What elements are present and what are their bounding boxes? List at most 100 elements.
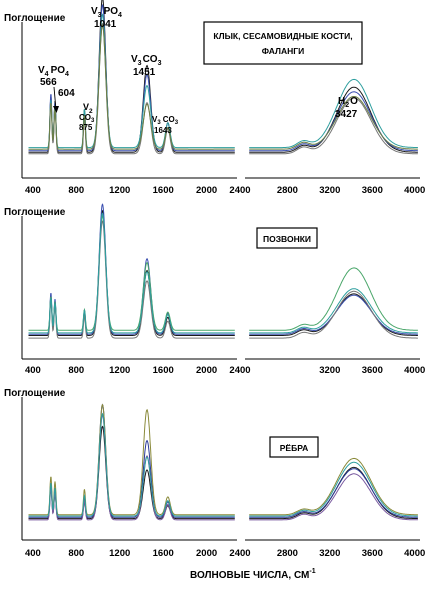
- x-tick-label-panel-2-3600: 3600: [362, 365, 383, 376]
- x-tick-label-panel-1-3200: 3200: [319, 185, 340, 196]
- legend-text-panel-1-line1: КЛЫК, СЕСАМОВИДНЫЕ КОСТИ,: [213, 31, 352, 41]
- annotation-v3co3-small-co: CO: [163, 115, 175, 124]
- annotation-v3co3-co: CO: [143, 54, 158, 65]
- annotation-co3-875-co: CO: [79, 113, 91, 122]
- annotation-875: 875: [79, 123, 93, 132]
- y-axis-label-panel-3: Поглощение: [4, 388, 66, 399]
- annotation-v4po4-po-sub: 4: [65, 71, 69, 78]
- spectra-lines-panel-1: [28, 0, 418, 155]
- x-tick-label-panel-3-3200: 3200: [319, 548, 340, 559]
- spectrum-line-panel-2-series-2-seg-1: [28, 203, 235, 335]
- spectrum-line-panel-1-series-2-seg-2: [249, 91, 418, 152]
- x-tick-label-panel-2-2400: 2400: [229, 365, 250, 376]
- annotation-1451: 1451: [133, 67, 156, 78]
- spectrum-line-panel-2-series-4-seg-2: [249, 290, 418, 339]
- x-tick-label-panel-2-1600: 1600: [153, 365, 174, 376]
- spectrum-line-panel-1-series-1-seg-2: [249, 86, 418, 153]
- legend-box-panel-1: [203, 21, 363, 65]
- annotation-v3co3-sub: 3: [138, 60, 142, 67]
- legend-box-panel-2: [256, 227, 318, 249]
- annotation-v3co3: V3CO3: [131, 54, 162, 67]
- x-tick-label-panel-2-400: 400: [25, 365, 41, 376]
- annotation-566: 566: [40, 77, 57, 88]
- x-tick-label-panel-1-2400: 2400: [229, 185, 250, 196]
- x-tick-labels-panel-1: 400 800 1200 1600 2000 2400 2800 3200 3600 4000: [25, 185, 425, 196]
- x-tick-label-panel-1-1200: 1200: [109, 185, 130, 196]
- x-tick-label-panel-1-4000: 4000: [404, 185, 425, 196]
- annotation-v4po4: V4 PO4: [38, 65, 69, 78]
- panel-2: Поглощение 400 800 1200 1600 2000 2400 3200 360…: [4, 203, 425, 376]
- panel-1: Поглощение 400 800 1200 1600 2000 2400 2800 320…: [4, 0, 425, 196]
- annotation-566-arrowhead: [53, 106, 59, 113]
- annotation-h2o-o: O: [350, 96, 358, 107]
- x-tick-label-panel-3-2000: 2000: [196, 548, 217, 559]
- annotation-1643: 1643: [154, 126, 172, 135]
- x-tick-label-panel-1-3600: 3600: [362, 185, 383, 196]
- spectrum-line-panel-3-series-4-seg-2: [249, 473, 418, 521]
- legend-text-panel-2: ПОЗВОНКИ: [263, 234, 311, 244]
- annotation-1041: 1041: [94, 19, 117, 30]
- annotation-v2-sub: 2: [89, 108, 93, 115]
- annotation-v4po4-po: PO: [51, 65, 66, 76]
- annotation-v3co3-small-sub: 3: [157, 120, 161, 126]
- x-tick-label-panel-3-2800: 2800: [277, 548, 298, 559]
- spectrum-line-panel-3-series-3-seg-1: [28, 403, 235, 516]
- panel-3: Поглощение 400 800 1200 1600 2000 2400 2800 320…: [4, 388, 425, 559]
- spectrum-line-panel-1-series-4-seg-1: [28, 22, 235, 155]
- annotation-v3po4-sub: 3: [98, 12, 102, 19]
- annotation-h2o-h: H: [338, 96, 345, 107]
- x-tick-label-panel-3-3600: 3600: [362, 548, 383, 559]
- annotation-v3po4-v: V: [91, 6, 98, 17]
- x-tick-label-panel-1-2800: 2800: [277, 185, 298, 196]
- x-tick-label-panel-3-2400: 2400: [229, 548, 250, 559]
- x-tick-label-panel-2-4000: 4000: [404, 365, 425, 376]
- spectra-lines-panel-3: [28, 403, 418, 521]
- annotation-3427: 3427: [335, 109, 358, 120]
- annotation-v2: V2: [83, 102, 93, 115]
- x-tick-label-panel-1-2000: 2000: [196, 185, 217, 196]
- spectrum-line-panel-3-series-5-seg-1: [28, 412, 235, 517]
- spectrum-line-panel-1-series-3-seg-2: [249, 78, 418, 149]
- x-tick-labels-panel-3: 400 800 1200 1600 2000 2400 2800 3200 3600 4000: [25, 548, 425, 559]
- x-tick-label-panel-3-1200: 1200: [109, 548, 130, 559]
- annotation-co3-875-sub: 3: [91, 118, 95, 124]
- spectrum-line-panel-3-series-4-seg-1: [28, 414, 235, 521]
- spectrum-line-panel-3-series-1-seg-1: [28, 425, 235, 520]
- spectrum-line-panel-2-series-5-seg-1: [28, 212, 235, 334]
- x-tick-label-panel-2-3200: 3200: [319, 365, 340, 376]
- x-tick-labels-panel-2: 400 800 1200 1600 2000 2400 3200 3600 4000: [25, 365, 425, 376]
- annotation-v3po4-po: PO: [104, 6, 119, 17]
- x-tick-label-panel-2-1200: 1200: [109, 365, 130, 376]
- spectrum-line-panel-2-series-1-seg-1: [28, 209, 235, 336]
- annotation-v3co3-v: V: [131, 54, 138, 65]
- annotation-v3co3-small-v: V: [152, 115, 158, 124]
- spectrum-line-panel-2-series-5-seg-2: [249, 288, 418, 334]
- spectrum-line-panel-1-series-5-seg-1: [28, 24, 235, 150]
- annotation-v3co3-small-co-sub: 3: [175, 120, 179, 126]
- spectrum-line-panel-2-series-3-seg-2: [249, 267, 418, 331]
- x-tick-label-panel-3-1600: 1600: [153, 548, 174, 559]
- annotation-v4po4-sub: 4: [45, 71, 49, 78]
- x-axis-title: ВОЛНОВЫЕ ЧИСЛА, СМ-1: [190, 568, 316, 581]
- annotation-v3po4: V3 PO4: [91, 6, 122, 19]
- spectrum-line-panel-1-series-2-seg-1: [28, 3, 235, 152]
- spectrum-line-panel-1-series-4-seg-2: [249, 97, 418, 155]
- x-tick-label-panel-1-1600: 1600: [153, 185, 174, 196]
- annotation-co3-875: CO3: [79, 113, 95, 124]
- x-tick-label-panel-3-400: 400: [25, 548, 41, 559]
- spectrum-line-panel-1-series-3-seg-1: [28, 13, 235, 149]
- annotation-h2o: H2O: [338, 96, 358, 109]
- spectrum-line-panel-2-series-4-seg-1: [28, 220, 235, 339]
- legend-box-panel-3: [269, 436, 319, 458]
- spectra-lines-panel-2: [28, 203, 418, 339]
- annotation-h2o-sub: 2: [345, 102, 349, 109]
- x-axis-title-text: ВОЛНОВЫЕ ЧИСЛА, СМ: [190, 570, 309, 581]
- x-tick-label-panel-2-800: 800: [68, 365, 84, 376]
- annotation-604: 604: [58, 88, 75, 99]
- x-axis-title-superscript: -1: [309, 568, 315, 575]
- x-tick-label-panel-2-2000: 2000: [196, 365, 217, 376]
- annotation-v3co3-co-sub: 3: [158, 60, 162, 67]
- x-tick-label-panel-3-4000: 4000: [404, 548, 425, 559]
